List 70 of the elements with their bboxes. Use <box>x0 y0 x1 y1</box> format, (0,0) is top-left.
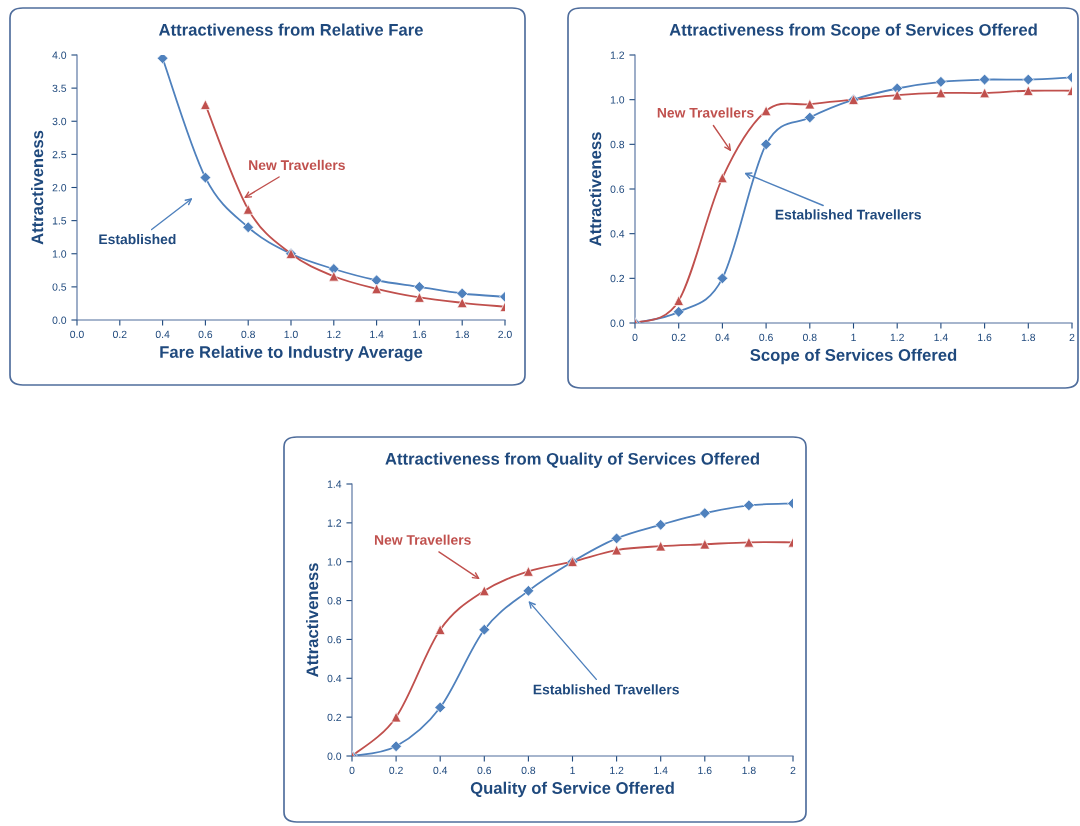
x-tick-label: 0.2 <box>112 330 127 339</box>
x-tick-label: 1.2 <box>890 333 904 341</box>
x-tick-label: 0 <box>349 766 355 775</box>
chart-title: Attractiveness from Relative Fare <box>158 23 423 36</box>
x-tick-label: 2 <box>790 766 796 774</box>
y-tick-label: 1.0 <box>610 96 625 104</box>
x-axis-title: Quality of Service Offered <box>470 781 674 798</box>
y-tick-label: 1.2 <box>610 51 625 59</box>
y-tick-label: 1.5 <box>52 217 67 225</box>
y-tick-label: 0.0 <box>610 319 625 327</box>
x-tick-label: 1.4 <box>654 766 668 774</box>
x-tick-label: 1.6 <box>978 333 992 342</box>
legend-label: Established <box>99 234 176 245</box>
x-tick-label: 1.8 <box>1021 333 1036 342</box>
y-tick-label: 0.0 <box>52 316 67 324</box>
x-tick-label: 1 <box>851 333 856 341</box>
y-tick-label: 1.0 <box>52 250 67 258</box>
y-tick-label: 0.6 <box>610 185 625 193</box>
y-tick-label: 0.8 <box>610 140 625 149</box>
x-tick-label: 1.8 <box>455 330 469 339</box>
x-tick-label: 0.4 <box>715 333 730 342</box>
x-tick-label: 1.4 <box>370 330 384 338</box>
x-tick-label: 1.0 <box>284 330 298 339</box>
y-tick-label: 0.8 <box>327 597 342 605</box>
text: Established Travellers <box>775 209 921 220</box>
x-tick-label: 0.8 <box>802 333 817 342</box>
y-axis-title: Attractiveness <box>306 563 319 678</box>
series-label: New Travellers <box>657 107 754 118</box>
x-tick-label: 0.2 <box>671 333 686 342</box>
x-tick-label: 2.0 <box>498 330 512 339</box>
x-tick-label: 0.8 <box>521 766 536 775</box>
y-tick-label: 1.0 <box>327 558 342 566</box>
x-tick-label: 0.6 <box>198 330 213 339</box>
y-tick-label: 0.5 <box>52 283 67 291</box>
x-tick-label: 1.6 <box>412 330 427 339</box>
y-tick-label: 1.2 <box>327 519 342 527</box>
y-tick-label: 4.0 <box>52 51 67 59</box>
y-tick-label: 0.4 <box>610 230 625 238</box>
x-tick-label: 0.6 <box>759 333 773 342</box>
x-tick-label: 0.2 <box>389 766 403 775</box>
x-axis-title: Fare Relative to Industry Average <box>160 345 423 362</box>
chart-title: Attractiveness from Quality of Services Offered <box>385 452 759 469</box>
chart-title: Attractiveness from Scope of Services Offered <box>669 23 1037 40</box>
x-tick-label: 0.4 <box>433 766 448 775</box>
y-tick-label: 3.0 <box>52 117 67 126</box>
y-tick-label: 2.5 <box>52 150 67 159</box>
y-tick-label: 0.2 <box>327 713 342 722</box>
y-tick-label: 0.0 <box>327 752 342 760</box>
y-tick-label: 1.4 <box>327 480 342 488</box>
x-tick-label: 1.8 <box>742 766 756 775</box>
y-tick-label: 3.5 <box>52 84 67 92</box>
x-tick-label: 0 <box>632 333 638 342</box>
series-label: New Travellers <box>249 159 345 171</box>
text: Established Travellers <box>533 684 679 695</box>
x-tick-label: 1.6 <box>698 766 712 775</box>
y-axis-title: Attractiveness <box>589 132 602 247</box>
x-tick-label: 0.4 <box>155 330 170 339</box>
text: New Travellers <box>374 534 471 545</box>
x-tick-label: 0.0 <box>70 330 84 339</box>
x-tick-label: 1 <box>570 766 575 774</box>
x-tick-label: 0.8 <box>241 330 255 339</box>
x-tick-label: 2 <box>1069 333 1075 341</box>
x-tick-label: 0.6 <box>477 766 492 775</box>
x-tick-label: 1.4 <box>934 333 948 341</box>
y-axis-title: Attractiveness <box>31 130 44 245</box>
y-tick-label: 0.2 <box>610 274 625 283</box>
y-tick-label: 0.4 <box>327 674 342 683</box>
x-axis-title: Scope of Services Offered <box>750 348 957 365</box>
y-tick-label: 2.0 <box>52 184 67 192</box>
y-tick-label: 0.6 <box>327 635 342 644</box>
